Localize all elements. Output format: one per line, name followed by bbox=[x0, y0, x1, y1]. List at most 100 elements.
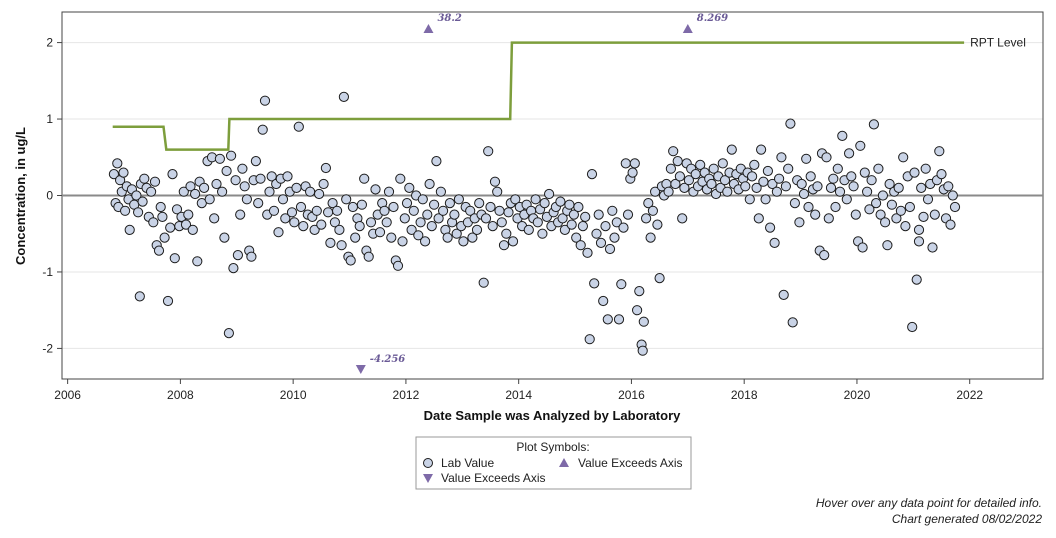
data-point[interactable] bbox=[634, 286, 645, 297]
data-point[interactable] bbox=[637, 345, 648, 356]
data-point[interactable] bbox=[749, 159, 760, 170]
data-point[interactable] bbox=[571, 232, 582, 243]
data-point[interactable] bbox=[379, 205, 390, 216]
data-point[interactable] bbox=[341, 194, 352, 205]
data-point[interactable] bbox=[498, 240, 510, 251]
data-point[interactable] bbox=[600, 221, 611, 232]
data-point[interactable] bbox=[641, 213, 652, 224]
data-point[interactable] bbox=[139, 173, 150, 184]
data-point[interactable] bbox=[796, 178, 807, 190]
data-point[interactable] bbox=[613, 314, 625, 325]
data-point[interactable] bbox=[582, 247, 593, 258]
data-point[interactable] bbox=[584, 334, 595, 345]
data-point[interactable] bbox=[424, 178, 435, 190]
data-point[interactable] bbox=[185, 181, 196, 192]
data-point[interactable] bbox=[329, 217, 340, 228]
data-point[interactable] bbox=[909, 167, 920, 178]
data-point[interactable] bbox=[471, 224, 483, 235]
data-point[interactable] bbox=[647, 205, 659, 216]
data-point[interactable] bbox=[480, 213, 492, 224]
data-point[interactable] bbox=[875, 209, 886, 220]
data-point[interactable] bbox=[435, 186, 446, 197]
data-point[interactable] bbox=[645, 232, 656, 243]
data-point[interactable] bbox=[257, 124, 268, 135]
data-point[interactable] bbox=[913, 236, 925, 247]
data-point[interactable] bbox=[370, 184, 381, 195]
data-point[interactable] bbox=[575, 240, 586, 251]
data-point[interactable] bbox=[204, 194, 215, 205]
data-point[interactable] bbox=[451, 228, 462, 239]
data-point[interactable] bbox=[478, 277, 489, 288]
data-point[interactable] bbox=[155, 201, 166, 213]
data-point[interactable] bbox=[834, 186, 846, 197]
data-point[interactable] bbox=[230, 175, 241, 186]
data-point[interactable] bbox=[483, 146, 494, 157]
data-point[interactable] bbox=[383, 186, 395, 197]
data-point[interactable] bbox=[489, 176, 501, 187]
data-point[interactable] bbox=[417, 194, 428, 205]
data-point[interactable] bbox=[943, 181, 954, 192]
data-point[interactable] bbox=[616, 279, 627, 290]
data-point[interactable] bbox=[253, 198, 264, 209]
data-point[interactable] bbox=[178, 186, 189, 197]
data-point[interactable] bbox=[566, 219, 577, 230]
data-point[interactable] bbox=[871, 198, 882, 209]
data-point[interactable] bbox=[654, 273, 665, 284]
data-point[interactable] bbox=[593, 209, 604, 220]
data-point[interactable] bbox=[577, 221, 589, 232]
data-point[interactable] bbox=[559, 224, 571, 235]
data-point[interactable] bbox=[744, 194, 755, 205]
data-point[interactable] bbox=[282, 171, 293, 182]
data-point[interactable] bbox=[415, 217, 426, 228]
data-point[interactable] bbox=[137, 196, 148, 207]
data-point[interactable] bbox=[131, 190, 142, 201]
data-point[interactable] bbox=[934, 146, 945, 157]
data-point[interactable] bbox=[785, 118, 796, 129]
data-point[interactable] bbox=[255, 173, 266, 184]
data-point[interactable] bbox=[767, 178, 778, 190]
data-point[interactable] bbox=[855, 140, 866, 151]
data-point[interactable] bbox=[683, 175, 695, 186]
data-point[interactable] bbox=[670, 178, 681, 190]
data-point[interactable] bbox=[381, 217, 392, 228]
data-point[interactable] bbox=[668, 146, 679, 157]
data-point[interactable] bbox=[846, 171, 857, 182]
data-point[interactable] bbox=[388, 201, 399, 213]
data-point[interactable] bbox=[591, 228, 602, 239]
data-point[interactable] bbox=[159, 232, 170, 243]
data-point[interactable] bbox=[801, 153, 812, 164]
data-point[interactable] bbox=[392, 260, 404, 271]
data-point[interactable] bbox=[848, 181, 859, 192]
data-point[interactable] bbox=[537, 228, 548, 239]
data-point[interactable] bbox=[332, 205, 343, 216]
data-point[interactable] bbox=[927, 242, 938, 253]
data-point[interactable] bbox=[895, 205, 907, 216]
data-point[interactable] bbox=[532, 217, 543, 228]
data-point[interactable] bbox=[778, 289, 789, 300]
data-point[interactable] bbox=[632, 305, 643, 316]
data-point[interactable] bbox=[404, 182, 415, 193]
data-point[interactable] bbox=[622, 209, 634, 220]
data-point[interactable] bbox=[209, 213, 220, 224]
data-point[interactable] bbox=[237, 163, 248, 174]
data-point[interactable] bbox=[219, 232, 230, 243]
data-point[interactable] bbox=[690, 169, 701, 180]
data-point[interactable] bbox=[882, 240, 893, 251]
data-point[interactable] bbox=[604, 243, 616, 255]
data-point[interactable] bbox=[873, 163, 884, 174]
data-point[interactable] bbox=[449, 209, 460, 220]
data-point[interactable] bbox=[153, 245, 165, 256]
data-point[interactable] bbox=[309, 224, 320, 235]
data-point[interactable] bbox=[180, 219, 192, 230]
data-point[interactable] bbox=[544, 188, 555, 200]
data-point[interactable] bbox=[286, 207, 298, 218]
data-point[interactable] bbox=[929, 209, 940, 220]
data-point[interactable] bbox=[706, 178, 717, 190]
data-point[interactable] bbox=[611, 217, 622, 228]
data-point[interactable] bbox=[722, 186, 733, 197]
data-point[interactable] bbox=[228, 263, 239, 274]
data-point[interactable] bbox=[338, 91, 349, 103]
data-point[interactable] bbox=[850, 209, 861, 220]
data-point[interactable] bbox=[798, 188, 810, 200]
data-point[interactable] bbox=[118, 167, 129, 178]
